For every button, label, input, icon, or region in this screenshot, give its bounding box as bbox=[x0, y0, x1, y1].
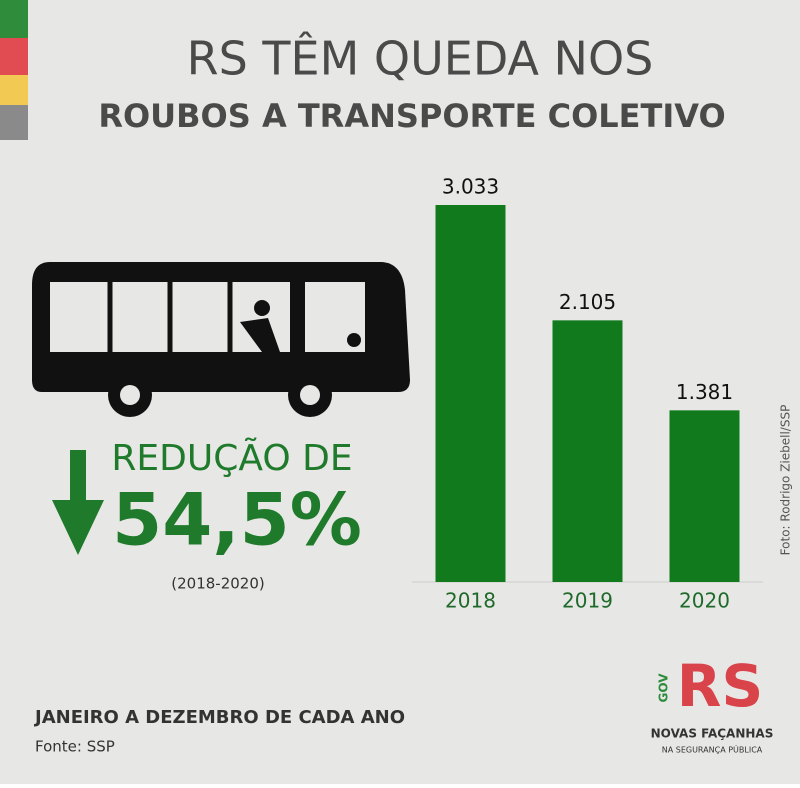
flag-stripe bbox=[0, 0, 28, 38]
reduction-period: (2018-2020) bbox=[171, 575, 264, 593]
flag-stripe bbox=[0, 38, 28, 75]
bar bbox=[552, 320, 623, 582]
x-tick-label: 2018 bbox=[445, 589, 496, 613]
bar bbox=[669, 410, 740, 582]
x-tick-label: 2019 bbox=[562, 589, 613, 613]
value-label: 3.033 bbox=[442, 175, 499, 199]
footer-source: Fonte: SSP bbox=[35, 738, 115, 756]
logo-gov: GOV bbox=[657, 673, 671, 703]
reduction-value: 54,5% bbox=[112, 478, 362, 562]
logo-slogan: NOVAS FAÇANHAS bbox=[651, 727, 774, 741]
bus-icon bbox=[32, 262, 410, 417]
bar-chart: 3.033 2018 2.105 2019 1.381 2020 bbox=[412, 175, 763, 613]
x-tick-label: 2020 bbox=[679, 589, 730, 613]
title-line2: ROUBOS A TRANSPORTE COLETIVO bbox=[98, 97, 725, 135]
reduction-label: REDUÇÃO DE bbox=[111, 437, 352, 479]
logo-subtitle: NA SEGURANÇA PÚBLICA bbox=[662, 744, 763, 755]
flag-stripe bbox=[0, 75, 28, 105]
down-arrow bbox=[52, 450, 104, 555]
value-label: 2.105 bbox=[559, 290, 616, 314]
photo-credit: Foto: Rodrigo Ziebell/SSP bbox=[779, 405, 793, 556]
logo: GOV RS NOVAS FAÇANHAS NA SEGURANÇA PÚBLI… bbox=[651, 652, 774, 754]
value-label: 1.381 bbox=[676, 380, 733, 404]
logo-rs: RS bbox=[677, 652, 763, 720]
bar bbox=[435, 205, 506, 582]
title-line1: RS TÊM QUEDA NOS bbox=[187, 32, 654, 86]
flag-stripe bbox=[0, 105, 28, 140]
footer-note: JANEIRO A DEZEMBRO DE CADA ANO bbox=[33, 707, 405, 728]
